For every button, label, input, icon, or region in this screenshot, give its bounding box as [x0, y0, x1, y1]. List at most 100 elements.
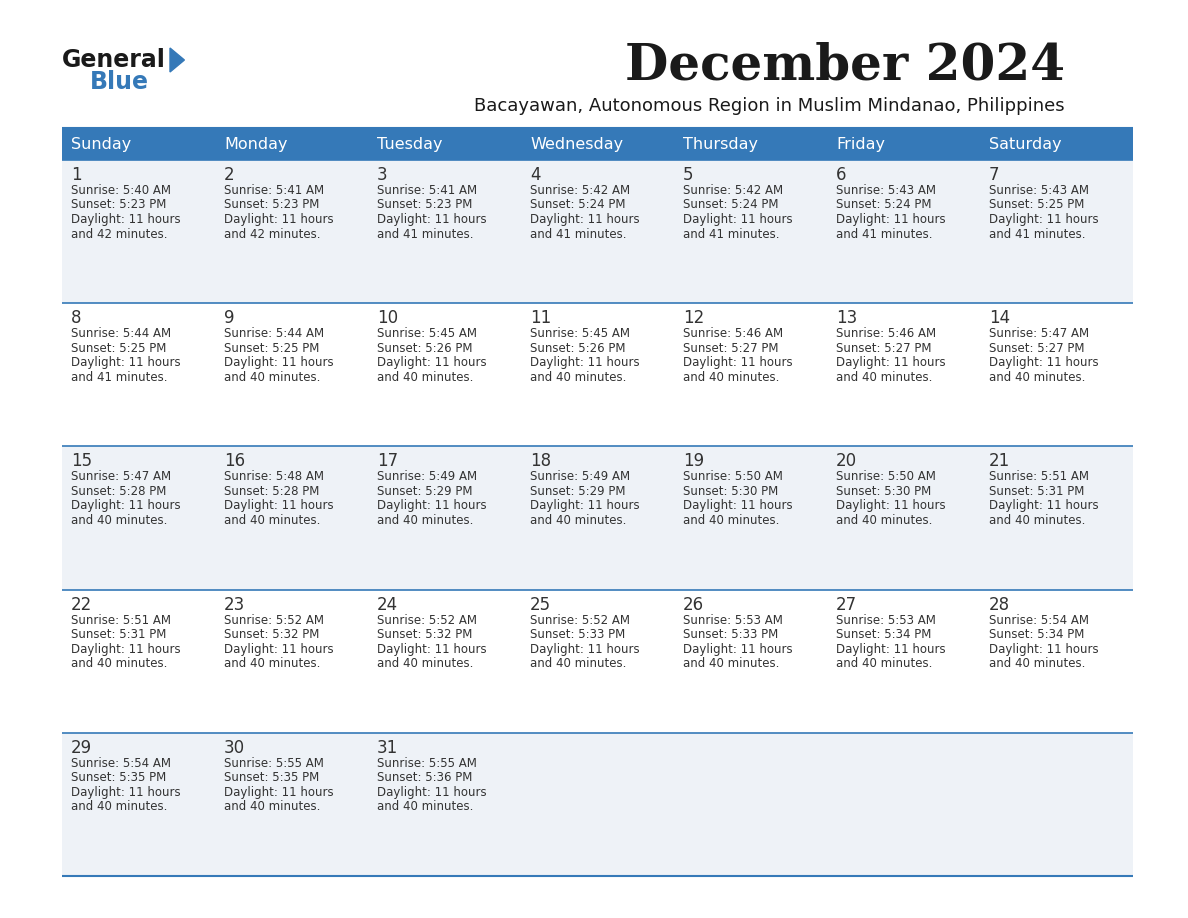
Text: Daylight: 11 hours: Daylight: 11 hours — [71, 356, 181, 369]
Text: Sunset: 5:32 PM: Sunset: 5:32 PM — [225, 628, 320, 641]
Bar — [674, 128, 827, 160]
Text: Monday: Monday — [225, 137, 287, 151]
Text: Thursday: Thursday — [683, 137, 758, 151]
Text: Sunrise: 5:48 AM: Sunrise: 5:48 AM — [225, 470, 324, 484]
Text: Sunrise: 5:47 AM: Sunrise: 5:47 AM — [71, 470, 171, 484]
Bar — [827, 128, 980, 160]
Text: Sunset: 5:28 PM: Sunset: 5:28 PM — [71, 485, 166, 498]
Text: and 40 minutes.: and 40 minutes. — [225, 657, 321, 670]
Text: Sunrise: 5:42 AM: Sunrise: 5:42 AM — [683, 184, 783, 197]
Text: Sunrise: 5:42 AM: Sunrise: 5:42 AM — [530, 184, 630, 197]
Text: 16: 16 — [225, 453, 245, 470]
Text: and 40 minutes.: and 40 minutes. — [530, 657, 626, 670]
Text: Daylight: 11 hours: Daylight: 11 hours — [530, 499, 639, 512]
Text: and 40 minutes.: and 40 minutes. — [683, 657, 779, 670]
Text: and 40 minutes.: and 40 minutes. — [836, 514, 933, 527]
Bar — [215, 128, 368, 160]
Text: and 40 minutes.: and 40 minutes. — [530, 371, 626, 384]
Text: Sunrise: 5:41 AM: Sunrise: 5:41 AM — [377, 184, 478, 197]
Text: Sunrise: 5:52 AM: Sunrise: 5:52 AM — [225, 613, 324, 627]
Text: and 41 minutes.: and 41 minutes. — [988, 228, 1086, 241]
Text: and 40 minutes.: and 40 minutes. — [988, 514, 1086, 527]
Text: Daylight: 11 hours: Daylight: 11 hours — [530, 213, 639, 226]
Text: 22: 22 — [71, 596, 93, 613]
Text: Sunset: 5:29 PM: Sunset: 5:29 PM — [377, 485, 473, 498]
Text: Sunrise: 5:43 AM: Sunrise: 5:43 AM — [988, 184, 1089, 197]
Text: and 40 minutes.: and 40 minutes. — [530, 514, 626, 527]
Text: Daylight: 11 hours: Daylight: 11 hours — [71, 213, 181, 226]
Text: 28: 28 — [988, 596, 1010, 613]
Text: and 41 minutes.: and 41 minutes. — [530, 228, 626, 241]
Text: 11: 11 — [530, 309, 551, 327]
Text: and 40 minutes.: and 40 minutes. — [683, 371, 779, 384]
Text: 14: 14 — [988, 309, 1010, 327]
Text: and 41 minutes.: and 41 minutes. — [71, 371, 168, 384]
Text: Saturday: Saturday — [988, 137, 1062, 151]
Text: Daylight: 11 hours: Daylight: 11 hours — [225, 786, 334, 799]
Text: Sunset: 5:26 PM: Sunset: 5:26 PM — [377, 341, 473, 354]
Text: and 40 minutes.: and 40 minutes. — [71, 800, 168, 813]
Text: 31: 31 — [377, 739, 398, 756]
Text: Sunset: 5:31 PM: Sunset: 5:31 PM — [988, 485, 1085, 498]
Text: Blue: Blue — [90, 70, 148, 94]
Text: Sunset: 5:26 PM: Sunset: 5:26 PM — [530, 341, 626, 354]
Text: and 40 minutes.: and 40 minutes. — [836, 371, 933, 384]
Text: and 40 minutes.: and 40 minutes. — [683, 514, 779, 527]
Bar — [62, 160, 1133, 303]
Text: Sunset: 5:25 PM: Sunset: 5:25 PM — [225, 341, 320, 354]
Text: 4: 4 — [530, 166, 541, 184]
Text: and 40 minutes.: and 40 minutes. — [988, 657, 1086, 670]
Text: Daylight: 11 hours: Daylight: 11 hours — [225, 499, 334, 512]
Text: and 42 minutes.: and 42 minutes. — [225, 228, 321, 241]
Text: Sunset: 5:32 PM: Sunset: 5:32 PM — [377, 628, 473, 641]
Text: Sunrise: 5:49 AM: Sunrise: 5:49 AM — [377, 470, 478, 484]
Text: 18: 18 — [530, 453, 551, 470]
Text: and 40 minutes.: and 40 minutes. — [988, 371, 1086, 384]
Text: Daylight: 11 hours: Daylight: 11 hours — [377, 786, 487, 799]
Text: and 40 minutes.: and 40 minutes. — [225, 800, 321, 813]
Bar — [62, 733, 1133, 876]
Text: 23: 23 — [225, 596, 245, 613]
Text: Daylight: 11 hours: Daylight: 11 hours — [683, 213, 792, 226]
Text: Daylight: 11 hours: Daylight: 11 hours — [225, 213, 334, 226]
Text: 17: 17 — [377, 453, 398, 470]
Text: Sunset: 5:25 PM: Sunset: 5:25 PM — [71, 341, 166, 354]
Text: Sunrise: 5:45 AM: Sunrise: 5:45 AM — [530, 327, 630, 341]
Text: Tuesday: Tuesday — [377, 137, 442, 151]
Text: 24: 24 — [377, 596, 398, 613]
Bar — [62, 303, 1133, 446]
Text: Sunset: 5:28 PM: Sunset: 5:28 PM — [225, 485, 320, 498]
Text: Sunrise: 5:51 AM: Sunrise: 5:51 AM — [71, 613, 171, 627]
Text: and 41 minutes.: and 41 minutes. — [683, 228, 779, 241]
Text: and 40 minutes.: and 40 minutes. — [71, 514, 168, 527]
Text: Daylight: 11 hours: Daylight: 11 hours — [71, 643, 181, 655]
Text: Daylight: 11 hours: Daylight: 11 hours — [836, 213, 946, 226]
Text: Sunrise: 5:55 AM: Sunrise: 5:55 AM — [225, 756, 324, 770]
Text: 10: 10 — [377, 309, 398, 327]
Text: Daylight: 11 hours: Daylight: 11 hours — [836, 499, 946, 512]
Text: 13: 13 — [836, 309, 858, 327]
Text: 12: 12 — [683, 309, 704, 327]
Text: and 40 minutes.: and 40 minutes. — [836, 657, 933, 670]
Text: Daylight: 11 hours: Daylight: 11 hours — [988, 356, 1099, 369]
Text: 2: 2 — [225, 166, 234, 184]
Text: Sunset: 5:29 PM: Sunset: 5:29 PM — [530, 485, 626, 498]
Text: Sunrise: 5:54 AM: Sunrise: 5:54 AM — [988, 613, 1089, 627]
Text: Sunrise: 5:45 AM: Sunrise: 5:45 AM — [377, 327, 478, 341]
Text: 8: 8 — [71, 309, 82, 327]
Text: Sunset: 5:34 PM: Sunset: 5:34 PM — [988, 628, 1085, 641]
Text: Daylight: 11 hours: Daylight: 11 hours — [377, 643, 487, 655]
Text: and 41 minutes.: and 41 minutes. — [377, 228, 474, 241]
Text: Sunrise: 5:53 AM: Sunrise: 5:53 AM — [836, 613, 936, 627]
Text: Daylight: 11 hours: Daylight: 11 hours — [377, 499, 487, 512]
Text: Sunset: 5:27 PM: Sunset: 5:27 PM — [683, 341, 778, 354]
Text: 15: 15 — [71, 453, 93, 470]
Text: Wednesday: Wednesday — [530, 137, 624, 151]
Bar — [62, 128, 215, 160]
Text: and 40 minutes.: and 40 minutes. — [225, 514, 321, 527]
Text: Sunrise: 5:49 AM: Sunrise: 5:49 AM — [530, 470, 630, 484]
Text: Sunrise: 5:46 AM: Sunrise: 5:46 AM — [836, 327, 936, 341]
Text: Daylight: 11 hours: Daylight: 11 hours — [988, 643, 1099, 655]
Text: Sunset: 5:33 PM: Sunset: 5:33 PM — [530, 628, 625, 641]
Text: Daylight: 11 hours: Daylight: 11 hours — [988, 213, 1099, 226]
